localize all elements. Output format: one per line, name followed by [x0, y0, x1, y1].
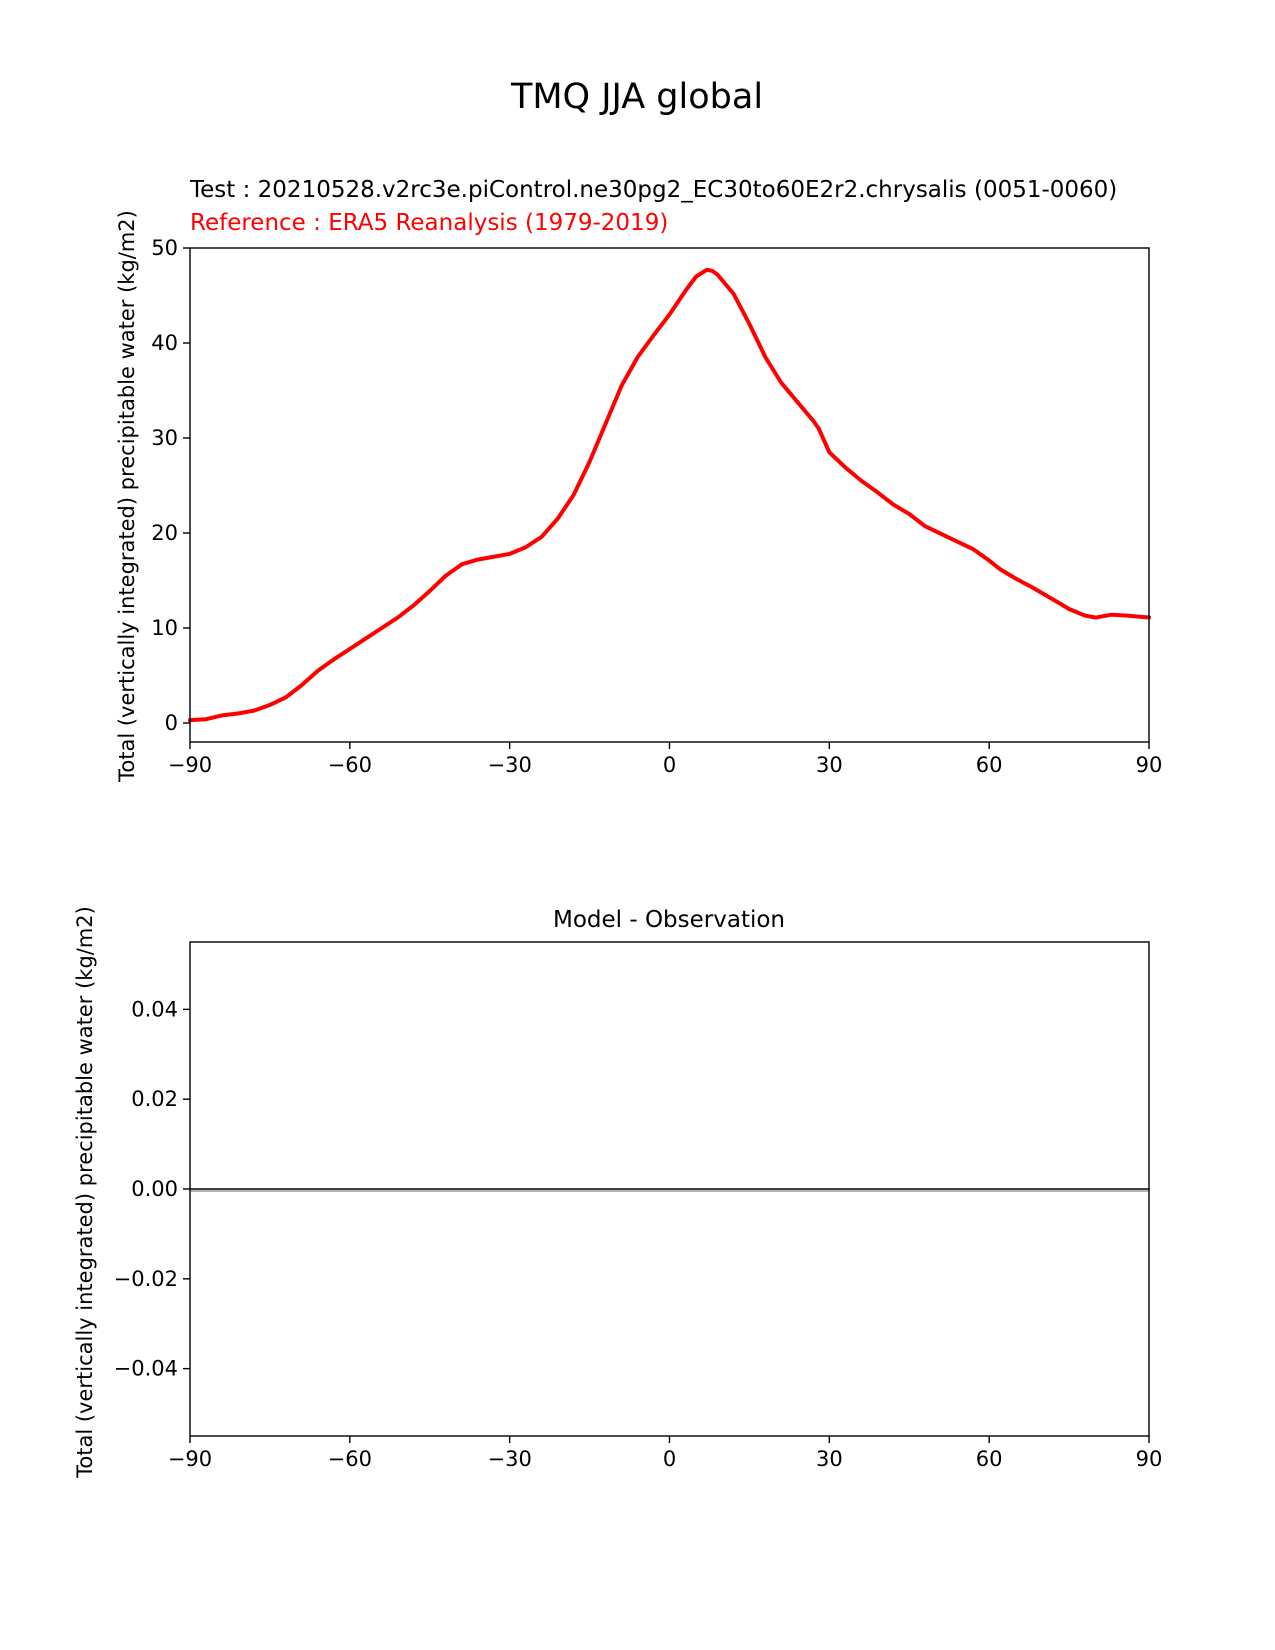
top-x-tick-label: 90 — [1136, 753, 1163, 777]
top-x-tick-label: −60 — [328, 753, 372, 777]
top-y-tick-label: 50 — [151, 236, 178, 260]
top-series-line-0 — [188, 267, 1151, 723]
bottom-plot-title: Model - Observation — [553, 907, 785, 933]
bottom-x-tick-label: 30 — [816, 1447, 843, 1471]
bottom-x-tick-label: −30 — [488, 1447, 532, 1471]
top-y-tick-label: 10 — [151, 616, 178, 640]
top-axes-frame — [189, 247, 1150, 743]
bottom-x-tick-label: −90 — [168, 1447, 212, 1471]
top-plot-y-axis-label: Total (vertically integrated) precipitab… — [115, 210, 139, 783]
top-plot-reference-title: Reference : ERA5 Reanalysis (1979-2019) — [190, 210, 668, 236]
top-y-tick-label: 40 — [151, 331, 178, 355]
bottom-y-tick-label: 0.02 — [131, 1087, 178, 1111]
bottom-plot-y-axis-label: Total (vertically integrated) precipitab… — [73, 906, 97, 1479]
figure-suptitle: TMQ JJA global — [510, 77, 763, 117]
top-plot-area: −90 −60 −30 0 30 60 90 0 10 20 30 40 50 — [151, 236, 1162, 777]
bottom-x-tick-label: 60 — [976, 1447, 1003, 1471]
top-line-plot: Test : 20210528.v2rc3e.piControl.ne30pg2… — [115, 177, 1162, 783]
top-y-tick-label: 0 — [165, 711, 178, 735]
top-x-tick-label: 0 — [663, 753, 676, 777]
top-x-tick-label: 30 — [816, 753, 843, 777]
bottom-y-tick-label: −0.02 — [114, 1267, 178, 1291]
bottom-x-tick-label: −60 — [328, 1447, 372, 1471]
bottom-y-tick-label: −0.04 — [114, 1357, 178, 1381]
top-plot-test-title: Test : 20210528.v2rc3e.piControl.ne30pg2… — [189, 177, 1117, 203]
bottom-x-tick-label: 0 — [663, 1447, 676, 1471]
top-x-tick-label: 60 — [976, 753, 1003, 777]
bottom-plot-area: −90 −60 −30 0 30 60 90 −0.04 −0.02 0.00 0.02 0.04 — [114, 941, 1163, 1471]
bottom-x-tick-label: 90 — [1136, 1447, 1163, 1471]
top-y-tick-label: 20 — [151, 521, 178, 545]
top-y-tick-label: 30 — [151, 426, 178, 450]
bottom-y-tick-label: 0.00 — [131, 1177, 178, 1201]
top-x-tick-label: −30 — [488, 753, 532, 777]
top-x-tick-label: −90 — [168, 753, 212, 777]
bottom-y-tick-label: 0.04 — [131, 997, 178, 1021]
bottom-line-plot: Model - Observation Total (vertically in… — [73, 906, 1162, 1479]
